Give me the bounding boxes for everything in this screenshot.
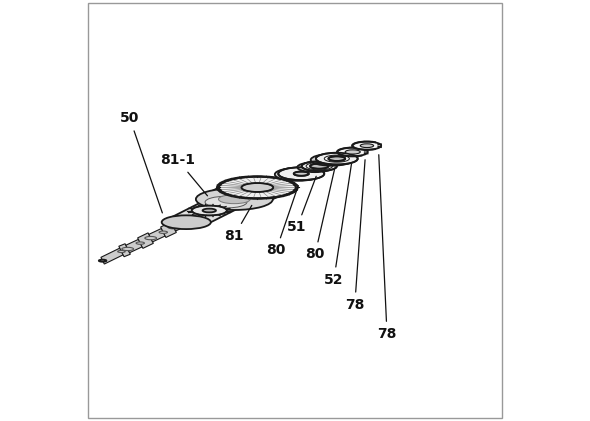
Polygon shape [185,211,199,226]
Ellipse shape [301,161,337,171]
Ellipse shape [218,195,250,204]
Ellipse shape [310,164,329,169]
Ellipse shape [241,183,273,192]
Ellipse shape [297,163,332,172]
Ellipse shape [353,142,381,149]
Ellipse shape [145,237,156,240]
Text: 52: 52 [324,164,352,287]
Ellipse shape [360,144,373,147]
Ellipse shape [168,226,179,229]
Ellipse shape [99,260,106,262]
Polygon shape [160,222,176,237]
Ellipse shape [219,177,296,198]
Ellipse shape [294,172,309,176]
Ellipse shape [136,242,145,244]
Ellipse shape [184,219,192,222]
Polygon shape [126,240,142,253]
Ellipse shape [117,250,125,253]
Polygon shape [162,202,251,222]
Ellipse shape [329,156,345,161]
Ellipse shape [196,189,273,210]
Polygon shape [172,217,190,231]
Ellipse shape [202,209,216,212]
Ellipse shape [316,153,358,165]
Polygon shape [311,159,358,160]
Text: 80: 80 [306,169,335,261]
Ellipse shape [275,168,321,181]
Text: 51: 51 [287,176,316,234]
Text: 78: 78 [378,155,396,341]
Text: 50: 50 [120,112,162,213]
Ellipse shape [278,167,324,180]
Polygon shape [119,244,130,257]
Ellipse shape [122,247,133,250]
Ellipse shape [192,205,227,216]
Polygon shape [196,187,296,199]
Polygon shape [137,233,153,248]
Ellipse shape [190,215,204,218]
Polygon shape [101,248,123,264]
Ellipse shape [345,150,360,154]
Polygon shape [149,229,165,242]
Text: 78: 78 [345,160,365,312]
Ellipse shape [162,215,211,229]
Text: 81: 81 [225,205,252,242]
Polygon shape [297,166,337,167]
Text: 80: 80 [267,186,299,257]
Ellipse shape [159,231,168,233]
Ellipse shape [337,148,368,156]
Ellipse shape [205,196,247,208]
Ellipse shape [311,154,352,166]
Ellipse shape [201,195,251,209]
Text: 81-1: 81-1 [160,153,208,196]
